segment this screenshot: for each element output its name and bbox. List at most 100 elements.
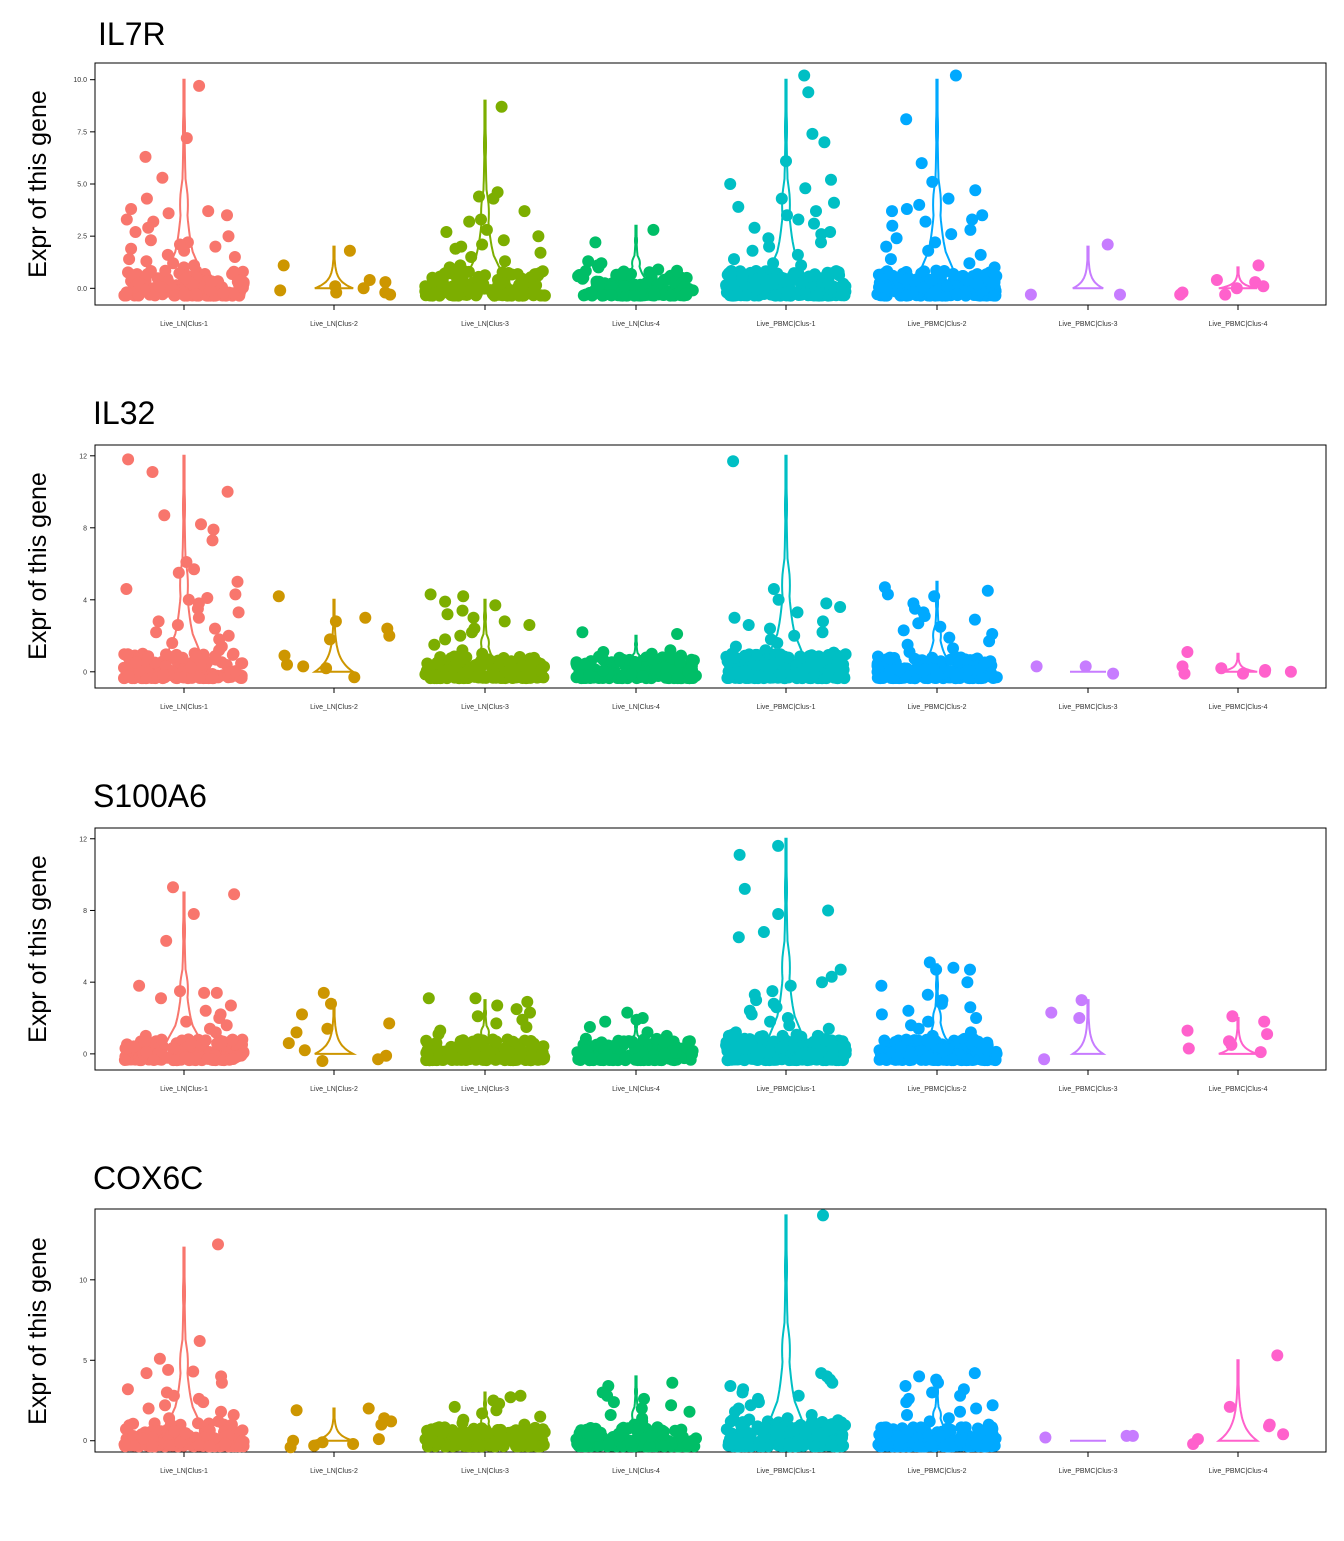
data-point bbox=[951, 667, 964, 680]
data-point bbox=[227, 1409, 240, 1421]
data-point bbox=[1271, 1349, 1284, 1362]
data-point bbox=[121, 1383, 134, 1396]
data-point bbox=[629, 657, 642, 670]
data-point bbox=[981, 584, 994, 597]
data-point bbox=[1181, 646, 1194, 658]
data-point bbox=[900, 289, 913, 302]
violin-group-4 bbox=[571, 1006, 699, 1067]
data-point bbox=[751, 273, 764, 286]
data-point bbox=[325, 997, 337, 1010]
data-point bbox=[298, 1044, 311, 1057]
data-point bbox=[932, 1376, 944, 1389]
data-point bbox=[321, 1022, 334, 1035]
data-point bbox=[220, 1019, 233, 1032]
data-point bbox=[964, 223, 977, 236]
data-point bbox=[881, 1439, 894, 1452]
data-point bbox=[578, 1438, 591, 1451]
data-point bbox=[140, 1367, 153, 1380]
data-point bbox=[424, 588, 437, 601]
data-point bbox=[440, 226, 453, 238]
data-point bbox=[664, 289, 677, 302]
data-point bbox=[207, 671, 219, 684]
data-point bbox=[978, 1054, 991, 1067]
data-point bbox=[596, 289, 609, 302]
data-point bbox=[729, 1050, 742, 1063]
data-point bbox=[940, 289, 953, 302]
data-point bbox=[192, 611, 205, 624]
data-point bbox=[974, 248, 987, 261]
data-point bbox=[375, 1418, 388, 1431]
data-point bbox=[282, 1037, 295, 1050]
data-point bbox=[222, 629, 235, 642]
data-point bbox=[1284, 665, 1297, 678]
data-point bbox=[942, 192, 955, 205]
data-point bbox=[159, 264, 172, 277]
data-point bbox=[226, 648, 239, 661]
data-point bbox=[487, 1437, 500, 1450]
data-point bbox=[674, 656, 687, 668]
data-point bbox=[925, 1439, 938, 1452]
data-point bbox=[1114, 288, 1126, 301]
data-point bbox=[724, 1380, 737, 1392]
data-point bbox=[139, 150, 152, 163]
data-point bbox=[225, 1418, 238, 1431]
data-point bbox=[1182, 1042, 1195, 1055]
data-point bbox=[687, 672, 699, 684]
x-tick-label: Live_PBMC|Clus-3 bbox=[1058, 321, 1117, 328]
data-point bbox=[183, 1052, 196, 1065]
data-point bbox=[794, 1419, 807, 1431]
panel-cox6c: COX6C Expr of this gene 0 5 10 Live_LN|Clus-1… bbox=[24, 1160, 1327, 1475]
data-point bbox=[886, 205, 898, 218]
data-point bbox=[296, 1008, 308, 1021]
data-point bbox=[482, 653, 495, 666]
data-point bbox=[508, 663, 521, 675]
data-point bbox=[169, 289, 182, 302]
data-point bbox=[630, 1013, 643, 1026]
data-point bbox=[834, 963, 847, 976]
data-point bbox=[534, 246, 547, 259]
data-point bbox=[757, 926, 770, 938]
violin-group-5 bbox=[720, 837, 852, 1067]
violin-outline bbox=[1218, 266, 1258, 290]
data-point bbox=[746, 244, 759, 257]
data-point bbox=[489, 599, 502, 612]
data-point bbox=[132, 277, 145, 289]
violin-group-6 bbox=[873, 956, 1003, 1067]
violin-outline bbox=[159, 1246, 209, 1442]
data-point bbox=[922, 1015, 935, 1028]
data-point bbox=[162, 1363, 175, 1376]
data-point bbox=[649, 662, 662, 675]
plot-frame bbox=[94, 827, 1327, 1071]
data-point bbox=[359, 611, 372, 624]
data-point bbox=[496, 289, 509, 302]
x-tick-label: Live_PBMC|Clus-3 bbox=[1058, 1468, 1117, 1475]
data-point bbox=[767, 658, 780, 671]
data-point bbox=[625, 668, 638, 681]
data-point bbox=[802, 270, 815, 283]
data-point bbox=[463, 215, 476, 228]
data-point bbox=[934, 620, 947, 633]
data-point bbox=[893, 1439, 906, 1452]
data-point bbox=[573, 269, 586, 281]
data-point bbox=[884, 664, 897, 677]
data-point bbox=[277, 259, 290, 272]
x-tick-label: Live_PBMC|Clus-4 bbox=[1208, 321, 1267, 328]
data-point bbox=[750, 283, 763, 296]
data-point bbox=[747, 1052, 760, 1065]
data-point bbox=[192, 1417, 204, 1430]
data-point bbox=[791, 248, 804, 261]
data-point bbox=[1237, 667, 1249, 680]
data-point bbox=[473, 1439, 486, 1452]
x-tick-label: Live_LN|Clus-4 bbox=[612, 704, 660, 711]
x-tick-label: Live_PBMC|Clus-4 bbox=[1208, 704, 1267, 711]
data-point bbox=[1024, 288, 1037, 301]
data-point bbox=[439, 595, 452, 608]
data-point bbox=[902, 1004, 915, 1017]
data-point bbox=[919, 215, 932, 228]
data-point bbox=[185, 661, 198, 674]
data-point bbox=[772, 839, 785, 852]
data-point bbox=[167, 257, 180, 270]
data-point bbox=[912, 1022, 925, 1035]
data-point bbox=[792, 1389, 805, 1402]
data-point bbox=[826, 1053, 839, 1066]
